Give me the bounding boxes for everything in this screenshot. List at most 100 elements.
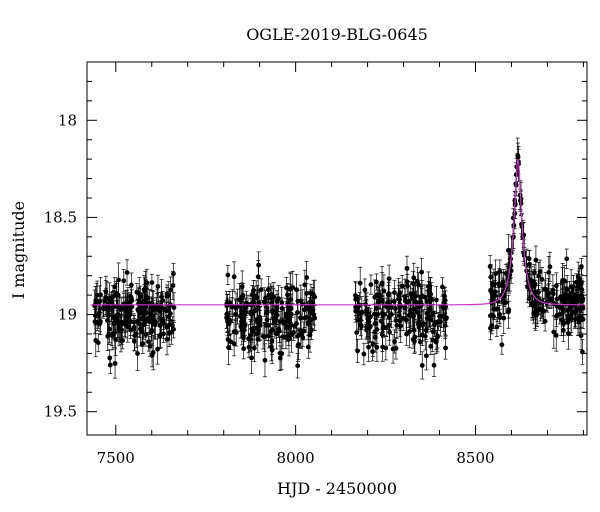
- data-point: [375, 311, 381, 317]
- data-point: [312, 315, 318, 321]
- data-point: [113, 337, 118, 342]
- data-point: [577, 276, 582, 282]
- data-point: [289, 332, 294, 338]
- data-point: [526, 256, 532, 262]
- data-point: [432, 319, 438, 325]
- data-point: [355, 348, 361, 354]
- data-point: [419, 293, 425, 299]
- data-point: [164, 291, 170, 297]
- data-point: [141, 287, 147, 293]
- data-point: [225, 272, 231, 278]
- data-point: [120, 338, 125, 343]
- data-point: [441, 314, 446, 319]
- data-point: [261, 299, 267, 305]
- data-point: [560, 306, 566, 312]
- data-point: [570, 297, 576, 303]
- data-point: [131, 338, 137, 344]
- data-point: [427, 292, 433, 298]
- data-point: [162, 306, 168, 312]
- data-point: [146, 318, 152, 324]
- data-point: [256, 300, 262, 306]
- data-point: [155, 346, 160, 352]
- data-point: [112, 361, 118, 366]
- data-point: [133, 331, 139, 337]
- data-point: [255, 304, 261, 310]
- data-point: [229, 304, 235, 310]
- data-point: [547, 264, 553, 270]
- data-point: [546, 270, 552, 275]
- data-point: [255, 274, 261, 280]
- data-point: [118, 322, 124, 328]
- data-point: [266, 292, 272, 298]
- data-point: [302, 282, 308, 288]
- data-point: [429, 297, 435, 303]
- data-point: [574, 295, 579, 300]
- data-point: [568, 316, 574, 322]
- data-point: [114, 317, 120, 323]
- data-point: [277, 355, 283, 361]
- data-point: [383, 345, 389, 351]
- data-point: [106, 301, 112, 307]
- data-point: [492, 293, 498, 299]
- plot-frame: [86, 61, 588, 436]
- data-point: [248, 337, 253, 342]
- data-point: [424, 311, 430, 316]
- data-point: [256, 323, 262, 329]
- data-point: [169, 322, 175, 328]
- data-point: [105, 333, 111, 339]
- data-point: [381, 312, 387, 317]
- data-point: [107, 355, 113, 361]
- data-point: [92, 313, 98, 319]
- data-point: [105, 313, 111, 319]
- data-point: [271, 315, 277, 321]
- data-point: [392, 290, 397, 295]
- data-point: [370, 349, 375, 354]
- data-point: [284, 314, 289, 320]
- data-point: [500, 282, 506, 288]
- data-point: [560, 277, 566, 283]
- data-point: [561, 320, 567, 325]
- data-point: [251, 295, 257, 301]
- data-point: [574, 299, 580, 305]
- data-point: [361, 351, 367, 357]
- data-point: [411, 275, 417, 281]
- data-point: [265, 287, 271, 293]
- data-point: [386, 304, 392, 310]
- data-point: [386, 322, 392, 328]
- data-point: [121, 278, 127, 284]
- data-point: [378, 318, 384, 324]
- data-point: [358, 318, 363, 323]
- data-point: [491, 306, 497, 312]
- data-point: [564, 256, 570, 262]
- data-point: [262, 334, 267, 340]
- data-point: [576, 319, 582, 325]
- data-point: [136, 308, 141, 314]
- data-point: [402, 294, 408, 299]
- data-point: [263, 323, 269, 328]
- data-point: [392, 339, 397, 344]
- data-point: [272, 319, 278, 325]
- data-point: [231, 274, 237, 280]
- data-point: [251, 288, 256, 293]
- data-point: [539, 276, 545, 282]
- data-point: [249, 355, 254, 361]
- data-point: [140, 316, 146, 322]
- data-point: [562, 301, 568, 306]
- data-point: [135, 351, 140, 356]
- data-point: [372, 321, 378, 327]
- data-point: [396, 313, 402, 318]
- data-point: [270, 308, 275, 314]
- data-point: [531, 311, 537, 317]
- data-point: [303, 315, 309, 320]
- data-point: [103, 295, 109, 300]
- data-point: [298, 298, 304, 304]
- data-point: [420, 322, 426, 328]
- data-point: [370, 342, 376, 347]
- data-point: [269, 347, 275, 353]
- data-point: [399, 283, 405, 289]
- data-point: [393, 306, 398, 311]
- data-point: [236, 297, 242, 303]
- data-point: [251, 345, 257, 351]
- data-point: [269, 300, 275, 306]
- data-point: [153, 319, 158, 325]
